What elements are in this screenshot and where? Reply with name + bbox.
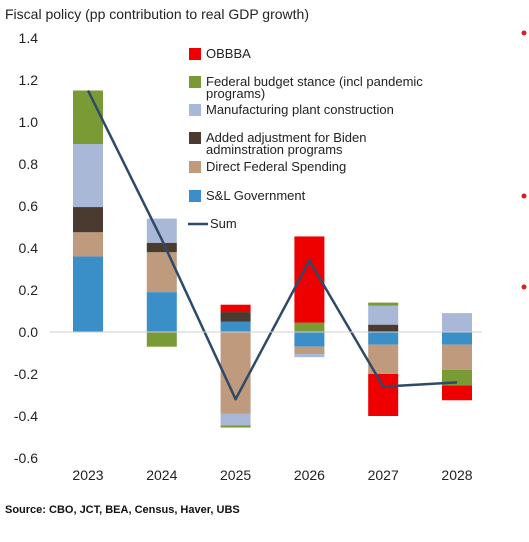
legend-label: Federal budget stance (incl pandemic xyxy=(206,74,423,89)
sum-line-layer xyxy=(86,89,458,401)
bar-segment xyxy=(220,413,251,426)
x-tick-label: 2028 xyxy=(441,467,472,483)
fiscal-policy-chart: -0.6 -0.4 -0.2 0.0 0.2 0.4 0.6 0.8 1.0 1.2 1.4 202… xyxy=(14,30,527,483)
x-tick-label: 2023 xyxy=(72,467,103,483)
source-note: Source: CBO, JCT, BEA, Census, Haver, UB… xyxy=(5,504,240,516)
bar-segment xyxy=(368,332,399,345)
y-tick-label: 1.0 xyxy=(19,114,39,130)
legend-label: adminstration programs xyxy=(206,142,343,157)
bar-segment xyxy=(368,324,399,332)
bar-segment xyxy=(73,256,103,332)
bar-segment xyxy=(146,252,177,293)
legend-swatch xyxy=(189,48,201,60)
legend-label: Sum xyxy=(210,216,237,231)
y-tick-label: 1.2 xyxy=(19,72,39,88)
legend-label: S&L Government xyxy=(206,188,306,203)
bullet-marker xyxy=(521,284,527,290)
x-tick-label: 2027 xyxy=(368,467,399,483)
bar-segment xyxy=(220,425,251,428)
y-tick-label: -0.4 xyxy=(14,408,38,424)
x-tick-label: 2024 xyxy=(146,467,177,483)
legend-label: Added adjustment for Biden xyxy=(206,130,366,145)
x-tick-label: 2025 xyxy=(220,467,251,483)
bar-segment xyxy=(294,322,325,332)
y-tick-label: -0.6 xyxy=(14,450,38,466)
bar-segment xyxy=(73,90,103,145)
y-axis-ticks: -0.6 -0.4 -0.2 0.0 0.2 0.4 0.6 0.8 1.0 1.2 1.4 xyxy=(14,30,38,466)
bar-segment xyxy=(442,344,472,370)
bar-segment xyxy=(146,242,177,253)
bar-segment xyxy=(294,346,325,355)
bar-segment xyxy=(73,144,103,208)
legend: OBBBA Federal budget stance (incl pandemi… xyxy=(188,46,423,231)
y-tick-label: -0.2 xyxy=(14,366,38,382)
bar-segment xyxy=(146,292,177,332)
bar-segment xyxy=(220,332,251,414)
legend-swatch xyxy=(189,161,201,173)
legend-label: Direct Federal Spending xyxy=(206,159,346,174)
legend-label: Manufacturing plant construction xyxy=(206,102,394,117)
y-tick-label: 0.2 xyxy=(19,282,39,298)
y-tick-label: 0.8 xyxy=(19,156,39,172)
y-tick-label: 1.4 xyxy=(19,30,39,46)
stacked-bars xyxy=(73,90,472,428)
sum-line xyxy=(86,89,458,401)
bullet-marker xyxy=(521,30,527,36)
bar-segment xyxy=(220,304,251,313)
bar-segment xyxy=(73,207,103,233)
bar-segment xyxy=(442,385,472,401)
bar-segment xyxy=(294,332,325,347)
bar-segment xyxy=(368,374,399,416)
x-axis-ticks: 2023 2024 2025 2026 2027 2028 xyxy=(50,331,482,483)
legend-label: programs) xyxy=(206,86,265,101)
bar-segment xyxy=(220,321,251,332)
chart-title: Fiscal policy (pp contribution to real G… xyxy=(5,6,309,22)
side-markers xyxy=(521,30,527,290)
legend-swatch xyxy=(189,190,201,202)
bar-segment xyxy=(442,313,472,332)
y-tick-label: 0.4 xyxy=(19,240,39,256)
y-tick-label: 0.6 xyxy=(19,198,39,214)
y-tick-label: 0.0 xyxy=(19,324,39,340)
bar-segment xyxy=(442,332,472,345)
legend-swatch xyxy=(189,76,201,88)
x-tick-label: 2026 xyxy=(294,467,325,483)
bar-segment xyxy=(294,354,325,358)
bar-segment xyxy=(220,312,251,322)
legend-swatch xyxy=(189,104,201,116)
bullet-marker xyxy=(521,193,527,199)
legend-swatch xyxy=(189,132,201,144)
bar-segment xyxy=(73,232,103,257)
bar-segment xyxy=(368,305,399,325)
bar-segment xyxy=(146,332,177,347)
bar-segment xyxy=(368,302,399,306)
legend-label: OBBBA xyxy=(206,46,251,61)
